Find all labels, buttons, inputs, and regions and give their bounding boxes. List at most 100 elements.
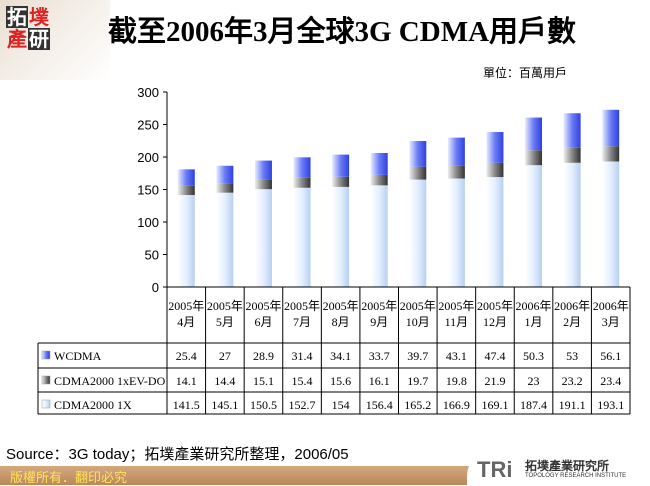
bar-wcdma xyxy=(216,165,234,184)
bar-wcdma xyxy=(332,154,350,177)
x-tick-label: 2月 xyxy=(563,315,581,329)
table-value: 23 xyxy=(528,374,540,388)
legend-swatch xyxy=(41,399,51,409)
table-value: 156.4 xyxy=(366,398,393,412)
tri-name-cn: 拓墣產業研究所 xyxy=(525,459,610,473)
table-value: 25.4 xyxy=(176,349,197,363)
table-value: 50.3 xyxy=(523,349,544,363)
x-tick-label: 2005年 xyxy=(284,299,320,313)
y-tick-label: 150 xyxy=(137,183,159,198)
legend-swatch xyxy=(41,375,51,385)
chart: 0 50 100 150 200 250 300 2005年 4月 2005年 5月 2005年 6月 2… xyxy=(37,85,631,415)
table-value: 187.4 xyxy=(520,398,547,412)
bar-cdma2000-1xev-do xyxy=(254,179,272,190)
x-tick-label: 9月 xyxy=(370,315,388,329)
tri-logo: TRi 拓墣產業研究所 TOPOLOGY RESEARCH INSTITUTE xyxy=(467,455,650,485)
bar-cdma2000-1xev-do xyxy=(525,150,543,166)
table-value: 23.2 xyxy=(562,374,583,388)
table-value: 19.8 xyxy=(446,374,467,388)
table-value: 33.7 xyxy=(369,349,390,363)
bar-cdma2000-1xev-do xyxy=(177,185,195,196)
y-tick-label: 50 xyxy=(145,248,159,263)
bar-cdma2000-1x xyxy=(254,189,272,287)
table-value: 154 xyxy=(332,398,350,412)
table-value: 14.1 xyxy=(176,374,197,388)
table-value: 14.4 xyxy=(214,374,235,388)
x-tick-label: 2005年 xyxy=(361,299,397,313)
bar-cdma2000-1xev-do xyxy=(563,147,581,163)
page-title: 截至2006年3月全球3G CDMA用戶數 xyxy=(108,16,577,48)
table-value: 16.1 xyxy=(369,374,390,388)
x-tick-label: 2005年 xyxy=(477,299,513,313)
bar-cdma2000-1xev-do xyxy=(332,176,350,187)
x-tick-label: 5月 xyxy=(216,315,234,329)
x-tick-label: 8月 xyxy=(332,315,350,329)
table-value: 19.7 xyxy=(407,374,428,388)
x-tick-label: 2005年 xyxy=(168,299,204,313)
bar-cdma2000-1xev-do xyxy=(486,162,504,178)
tri-logo-mark: TRi xyxy=(477,457,513,482)
bar-cdma2000-1x xyxy=(293,187,311,287)
x-tick-label: 2005年 xyxy=(245,299,281,313)
x-tick-label: 2006年 xyxy=(516,299,552,313)
x-tick-label: 12月 xyxy=(483,315,507,329)
x-tick-label: 2005年 xyxy=(207,299,243,313)
x-tick-label: 4月 xyxy=(177,315,195,329)
table-value: 169.1 xyxy=(481,398,508,412)
bar-cdma2000-1x xyxy=(370,185,388,287)
table-value: 23.4 xyxy=(600,374,621,388)
tri-name-en: TOPOLOGY RESEARCH INSTITUTE xyxy=(525,473,627,479)
bar-cdma2000-1x xyxy=(409,179,427,287)
bar-wcdma xyxy=(563,113,581,148)
bar-wcdma xyxy=(486,132,504,163)
x-tick-label: 3月 xyxy=(602,315,620,329)
table-value: 152.7 xyxy=(289,398,316,412)
source-note: Source：3G today；拓墣產業研究所整理，2006/05 xyxy=(6,446,349,463)
legend-label: CDMA2000 1X xyxy=(54,398,132,412)
bar-cdma2000-1xev-do xyxy=(409,166,427,180)
table-value: 191.1 xyxy=(559,398,586,412)
bar-wcdma xyxy=(602,109,620,147)
x-tick-label: 1月 xyxy=(525,315,543,329)
table-value: 27 xyxy=(219,349,231,363)
table-value: 165.2 xyxy=(404,398,431,412)
bar-cdma2000-1x xyxy=(602,161,620,287)
copyright: 版權所有．翻印必究 xyxy=(10,471,128,486)
bar-cdma2000-1x xyxy=(216,192,234,287)
table-value: 43.1 xyxy=(446,349,467,363)
table-value: 150.5 xyxy=(250,398,277,412)
table-value: 21.9 xyxy=(484,374,505,388)
bar-wcdma xyxy=(293,157,311,178)
x-tick-label: 7月 xyxy=(293,315,311,329)
bar-cdma2000-1xev-do xyxy=(447,165,465,179)
bar-cdma2000-1xev-do xyxy=(370,174,388,186)
table-value: 39.7 xyxy=(407,349,428,363)
table-value: 56.1 xyxy=(600,349,621,363)
x-tick-label: 10月 xyxy=(406,315,430,329)
x-tick-label: 6月 xyxy=(254,315,272,329)
bar-cdma2000-1xev-do xyxy=(293,177,311,188)
table-value: 15.4 xyxy=(292,374,313,388)
legend-label: WCDMA xyxy=(54,349,102,363)
table-value: 141.5 xyxy=(173,398,200,412)
bar-cdma2000-1x xyxy=(563,162,581,287)
bar-wcdma xyxy=(370,152,388,175)
unit-label: 單位：百萬用戶 xyxy=(483,66,568,80)
table-value: 28.9 xyxy=(253,349,274,363)
table-value: 145.1 xyxy=(211,398,238,412)
bar-cdma2000-1x xyxy=(447,178,465,287)
x-tick-label: 11月 xyxy=(445,315,469,329)
y-tick-label: 0 xyxy=(152,280,159,295)
bar-wcdma xyxy=(254,160,272,180)
legend-swatch xyxy=(41,350,51,360)
bar-cdma2000-1x xyxy=(486,177,504,287)
bar-wcdma xyxy=(447,137,465,166)
x-tick-label: 2005年 xyxy=(438,299,474,313)
y-tick-label: 300 xyxy=(137,85,159,100)
bar-cdma2000-1xev-do xyxy=(602,146,620,162)
bar-cdma2000-1x xyxy=(177,195,195,287)
table-value: 15.1 xyxy=(253,374,274,388)
bar-cdma2000-1x xyxy=(332,186,350,287)
y-tick-label: 100 xyxy=(137,215,159,230)
x-tick-label: 2006年 xyxy=(593,299,629,313)
